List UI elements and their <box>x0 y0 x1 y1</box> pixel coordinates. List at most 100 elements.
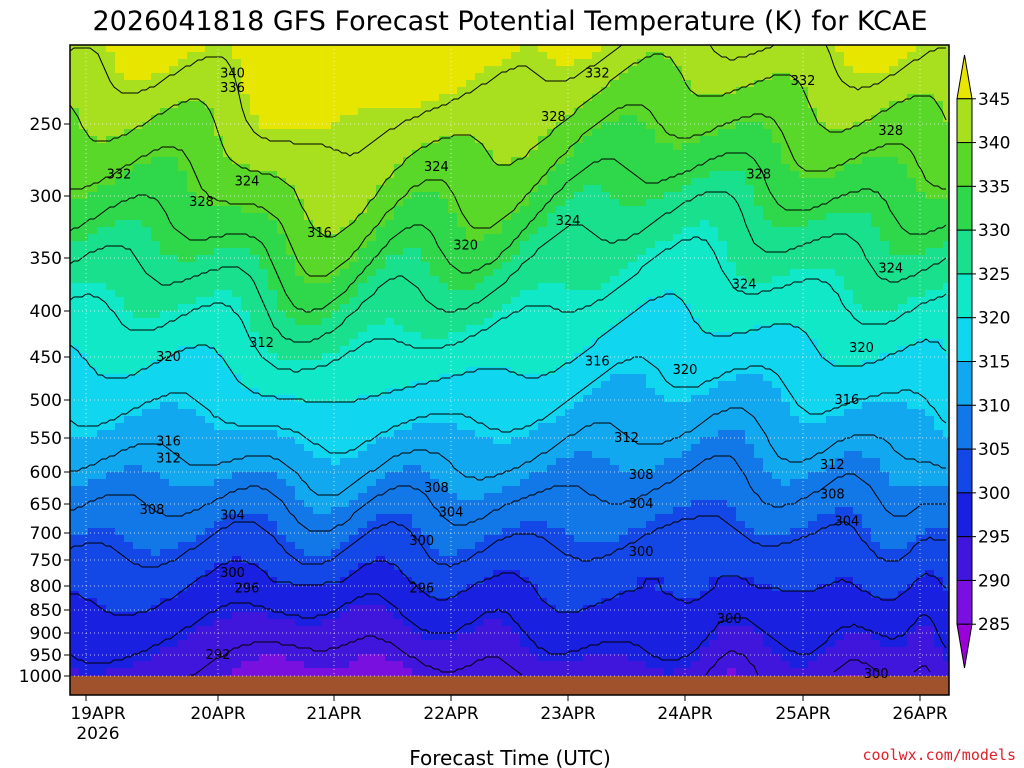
field-cell <box>88 178 98 186</box>
field-cell <box>268 388 278 396</box>
field-cell <box>295 192 305 200</box>
field-cell <box>169 115 179 123</box>
field-cell <box>655 374 665 382</box>
field-cell <box>754 269 764 277</box>
field-cell <box>736 129 746 137</box>
field-cell <box>790 150 800 158</box>
field-cell <box>727 297 737 305</box>
field-cell <box>511 115 521 123</box>
field-cell <box>448 283 458 291</box>
field-cell <box>187 255 197 263</box>
field-cell <box>439 143 449 151</box>
field-cell <box>421 136 431 144</box>
field-cell <box>286 325 296 333</box>
field-cell <box>799 66 809 74</box>
field-cell <box>646 115 656 123</box>
field-cell <box>214 297 224 305</box>
field-cell <box>655 283 665 291</box>
field-cell <box>637 171 647 179</box>
field-cell <box>124 136 134 144</box>
field-cell <box>322 318 332 326</box>
field-cell <box>331 360 341 368</box>
field-cell <box>529 213 539 221</box>
field-cell <box>736 262 746 270</box>
field-cell <box>754 122 764 130</box>
field-cell <box>331 213 341 221</box>
field-cell <box>124 157 134 165</box>
field-cell <box>727 115 737 123</box>
field-cell <box>682 283 692 291</box>
field-cell <box>709 129 719 137</box>
field-cell <box>412 346 422 354</box>
field-cell <box>358 290 368 298</box>
field-cell <box>871 346 881 354</box>
field-cell <box>133 45 143 53</box>
field-cell <box>592 213 602 221</box>
field-cell <box>592 199 602 207</box>
field-cell <box>799 269 809 277</box>
field-cell <box>583 185 593 193</box>
field-cell <box>772 269 782 277</box>
field-cell <box>403 136 413 144</box>
field-cell <box>412 360 422 368</box>
field-cell <box>466 150 476 158</box>
field-cell <box>358 157 368 165</box>
field-cell <box>610 381 620 389</box>
field-cell <box>619 297 629 305</box>
field-cell <box>538 164 548 172</box>
field-cell <box>115 213 125 221</box>
field-cell <box>916 374 926 382</box>
field-cell <box>232 73 242 81</box>
field-cell <box>241 248 251 256</box>
field-cell <box>655 220 665 228</box>
field-cell <box>277 234 287 242</box>
field-cell <box>556 255 566 263</box>
field-cell <box>133 283 143 291</box>
field-cell <box>601 353 611 361</box>
field-cell <box>655 199 665 207</box>
field-cell <box>214 325 224 333</box>
field-cell <box>880 192 890 200</box>
field-cell <box>106 367 116 375</box>
field-cell <box>70 80 80 88</box>
field-cell <box>430 80 440 88</box>
field-cell <box>79 45 89 53</box>
field-cell <box>88 339 98 347</box>
field-cell <box>205 66 215 74</box>
field-cell <box>268 164 278 172</box>
field-cell <box>817 339 827 347</box>
field-cell <box>241 297 251 305</box>
field-cell <box>853 59 863 67</box>
field-cell <box>421 52 431 60</box>
field-cell <box>124 311 134 319</box>
field-cell <box>466 304 476 312</box>
field-cell <box>691 199 701 207</box>
field-cell <box>808 367 818 375</box>
field-cell <box>691 325 701 333</box>
field-cell <box>610 374 620 382</box>
field-cell <box>223 304 233 312</box>
field-cell <box>916 276 926 284</box>
field-cell <box>259 297 269 305</box>
field-cell <box>205 262 215 270</box>
field-cell <box>871 241 881 249</box>
field-cell <box>475 395 485 403</box>
field-cell <box>160 87 170 95</box>
field-cell <box>835 395 845 403</box>
field-cell <box>637 269 647 277</box>
field-cell <box>646 136 656 144</box>
field-cell <box>916 164 926 172</box>
field-cell <box>223 353 233 361</box>
field-cell <box>925 52 935 60</box>
field-cell <box>79 297 89 305</box>
field-cell <box>430 381 440 389</box>
field-cell <box>241 381 251 389</box>
field-cell <box>637 255 647 263</box>
field-cell <box>700 115 710 123</box>
field-cell <box>700 234 710 242</box>
field-cell <box>916 227 926 235</box>
field-cell <box>142 185 152 193</box>
field-cell <box>547 346 557 354</box>
field-cell <box>547 269 557 277</box>
field-cell <box>556 199 566 207</box>
